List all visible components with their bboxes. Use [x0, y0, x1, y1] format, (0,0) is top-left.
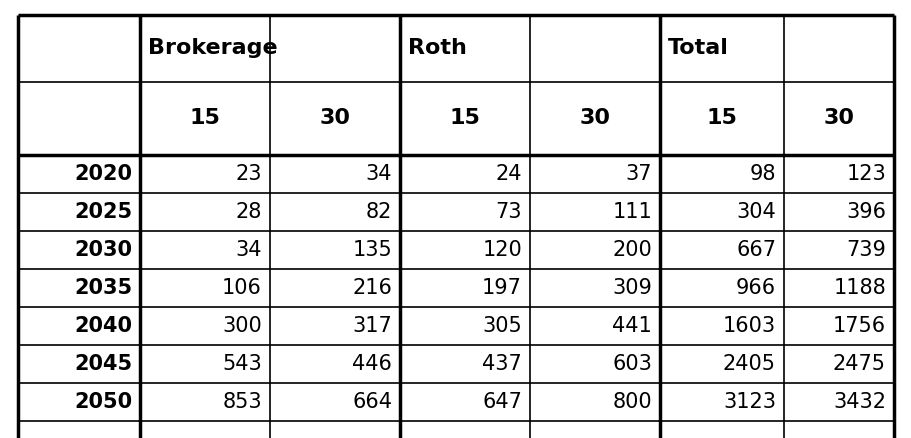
Text: 216: 216: [352, 278, 392, 298]
Text: 34: 34: [235, 240, 261, 260]
Text: 2025: 2025: [74, 202, 132, 222]
Text: 98: 98: [749, 164, 775, 184]
Text: 396: 396: [845, 202, 885, 222]
Text: 37: 37: [625, 164, 651, 184]
Text: 317: 317: [352, 316, 392, 336]
Text: 73: 73: [495, 202, 521, 222]
Text: 739: 739: [845, 240, 885, 260]
Text: 2050: 2050: [74, 392, 132, 412]
Text: 1756: 1756: [832, 316, 885, 336]
Text: 800: 800: [611, 392, 651, 412]
Text: 106: 106: [222, 278, 261, 298]
Text: 82: 82: [365, 202, 392, 222]
Text: 3123: 3123: [722, 392, 775, 412]
Text: 135: 135: [352, 240, 392, 260]
Text: 2040: 2040: [74, 316, 132, 336]
Text: Roth: Roth: [407, 39, 466, 59]
Text: 3432: 3432: [832, 392, 885, 412]
Text: 664: 664: [352, 392, 392, 412]
Text: 543: 543: [222, 354, 261, 374]
Text: 309: 309: [611, 278, 651, 298]
Text: 2030: 2030: [74, 240, 132, 260]
Text: 111: 111: [611, 202, 651, 222]
Text: 853: 853: [222, 392, 261, 412]
Text: 441: 441: [611, 316, 651, 336]
Text: 2020: 2020: [74, 164, 132, 184]
Text: 966: 966: [735, 278, 775, 298]
Text: 123: 123: [845, 164, 885, 184]
Text: 30: 30: [578, 109, 609, 128]
Text: 437: 437: [482, 354, 521, 374]
Text: 30: 30: [319, 109, 350, 128]
Text: 15: 15: [706, 109, 737, 128]
Text: 446: 446: [352, 354, 392, 374]
Text: 200: 200: [611, 240, 651, 260]
Text: 2475: 2475: [832, 354, 885, 374]
Text: 15: 15: [449, 109, 480, 128]
Text: 197: 197: [482, 278, 521, 298]
Text: 603: 603: [611, 354, 651, 374]
Text: 300: 300: [222, 316, 261, 336]
Text: 2045: 2045: [74, 354, 132, 374]
Text: 2405: 2405: [722, 354, 775, 374]
Text: Brokerage: Brokerage: [148, 39, 277, 59]
Text: 23: 23: [235, 164, 261, 184]
Text: 667: 667: [735, 240, 775, 260]
Text: 304: 304: [735, 202, 775, 222]
Text: 34: 34: [365, 164, 392, 184]
Text: 1603: 1603: [722, 316, 775, 336]
Text: 2035: 2035: [74, 278, 132, 298]
Text: 15: 15: [189, 109, 220, 128]
Text: 1188: 1188: [833, 278, 885, 298]
Text: 28: 28: [235, 202, 261, 222]
Text: 120: 120: [482, 240, 521, 260]
Text: Total: Total: [667, 39, 728, 59]
Text: 30: 30: [823, 109, 854, 128]
Text: 24: 24: [495, 164, 521, 184]
Text: 305: 305: [482, 316, 521, 336]
Text: 647: 647: [482, 392, 521, 412]
